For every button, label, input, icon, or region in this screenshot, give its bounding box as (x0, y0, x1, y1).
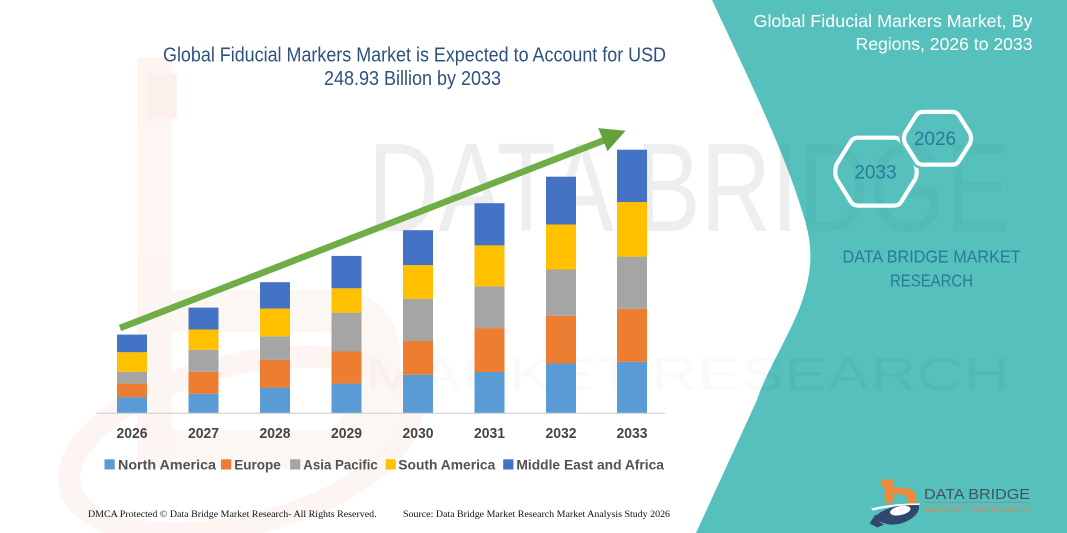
svg-text:South America: South America (398, 457, 495, 472)
svg-text:2026: 2026 (117, 425, 148, 442)
svg-text:Regions, 2026 to 2033: Regions, 2026 to 2033 (856, 34, 1033, 54)
svg-text:DATA BRIDGE: DATA BRIDGE (924, 486, 1030, 503)
svg-text:MARKET RESEARCH: MARKET RESEARCH (925, 507, 1030, 514)
svg-text:Source: Data Bridge Market Res: Source: Data Bridge Market Research Mark… (403, 509, 670, 520)
svg-text:DATA BRIDGE MARKET: DATA BRIDGE MARKET (843, 247, 1021, 267)
svg-text:2033: 2033 (854, 163, 896, 184)
svg-text:Global Fiducial Markers Market: Global Fiducial Markers Market is Expect… (163, 45, 666, 67)
svg-text:2032: 2032 (546, 425, 577, 442)
svg-text:2033: 2033 (617, 425, 648, 442)
svg-text:Europe: Europe (234, 457, 281, 472)
svg-text:Global Fiducial Markers Market: Global Fiducial Markers Market, By (754, 11, 1033, 31)
svg-text:Middle East and Africa: Middle East and Africa (516, 457, 664, 472)
svg-text:DMCA Protected © Data Bridge M: DMCA Protected © Data Bridge Market Rese… (88, 509, 377, 520)
svg-text:2030: 2030 (403, 425, 434, 442)
svg-text:248.93 Billion by 2033: 248.93 Billion by 2033 (324, 68, 501, 90)
svg-text:North America: North America (118, 457, 216, 472)
svg-text:Asia Pacific: Asia Pacific (303, 457, 378, 472)
svg-text:2029: 2029 (331, 425, 362, 442)
svg-text:2026: 2026 (914, 129, 956, 150)
svg-text:2028: 2028 (260, 425, 291, 442)
svg-text:RESEARCH: RESEARCH (890, 270, 973, 290)
svg-text:2027: 2027 (188, 425, 219, 442)
svg-text:2031: 2031 (474, 425, 505, 442)
